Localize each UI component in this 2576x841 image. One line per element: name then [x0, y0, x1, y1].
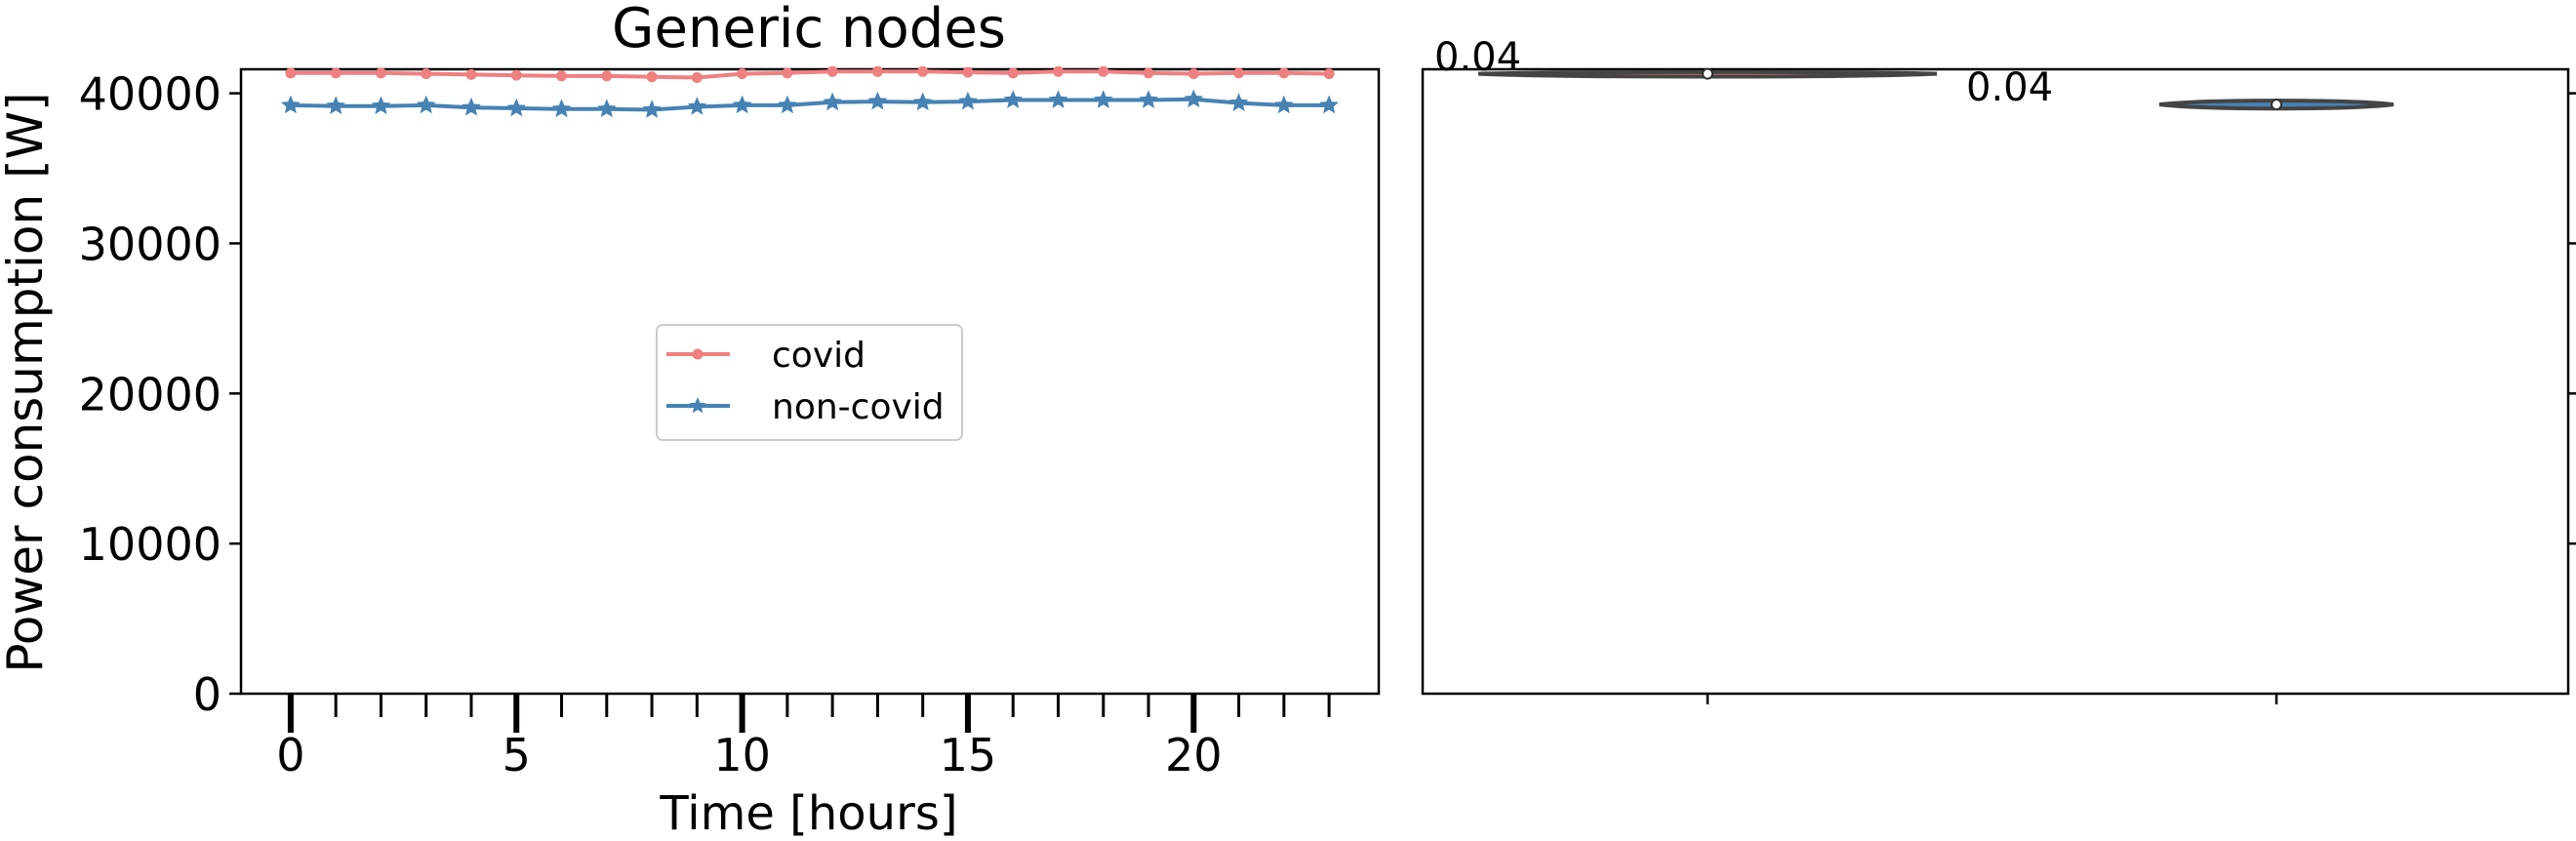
data-point-non-covid-12: [823, 92, 842, 111]
data-point-covid-10: [737, 68, 748, 80]
data-point-covid-15: [962, 66, 974, 78]
data-point-non-covid-14: [912, 92, 933, 111]
y-tick-label-4: 40000: [79, 68, 221, 121]
legend-marker-non-covid: [689, 397, 706, 414]
data-point-covid-0: [285, 67, 297, 79]
x-tick-label-2: 10: [713, 729, 771, 781]
data-point-covid-14: [917, 65, 929, 77]
data-point-non-covid-23: [1319, 95, 1339, 114]
data-point-non-covid-21: [1228, 93, 1249, 111]
data-point-non-covid-5: [506, 98, 527, 117]
data-point-covid-5: [510, 69, 522, 81]
data-point-non-covid-16: [1003, 90, 1024, 108]
data-point-non-covid-4: [462, 97, 481, 116]
data-point-non-covid-9: [687, 97, 707, 115]
y-axis-label: Power consumption [W]: [0, 92, 54, 672]
violin-annotations: 0.04 0.04: [1434, 35, 2053, 110]
data-point-covid-7: [601, 70, 613, 82]
x-tick-label-4: 20: [1165, 729, 1223, 781]
data-point-covid-2: [375, 67, 386, 79]
data-point-covid-4: [465, 68, 477, 80]
y-tick-label-3: 30000: [79, 218, 221, 270]
data-point-covid-23: [1323, 68, 1335, 80]
series-line-covid: [290, 69, 1330, 80]
data-point-non-covid-13: [867, 91, 888, 110]
data-point-covid-21: [1233, 67, 1245, 79]
data-point-non-covid-7: [596, 99, 617, 118]
data-point-covid-11: [782, 67, 793, 79]
y-tick-label-0: 0: [193, 668, 221, 721]
data-point-non-covid-22: [1274, 95, 1294, 114]
violin-bodies: [1477, 67, 2395, 111]
data-point-covid-18: [1098, 65, 1109, 77]
violin-frame: [1421, 67, 2570, 696]
data-point-covid-6: [556, 70, 568, 82]
data-point-non-covid-20: [1184, 89, 1204, 108]
x-tick-label-1: 5: [503, 729, 531, 781]
data-point-non-covid-11: [778, 95, 797, 114]
violin-annotation-0: 0.04: [1434, 35, 1521, 80]
y-tick-label-2: 20000: [79, 368, 221, 420]
data-point-non-covid-2: [371, 96, 391, 115]
data-point-non-covid-17: [1048, 90, 1068, 108]
chart-title: Generic nodes: [612, 0, 1006, 60]
data-point-covid-9: [691, 71, 703, 83]
violin-median-non-covid: [2271, 99, 2282, 111]
data-point-non-covid-18: [1093, 90, 1113, 108]
data-point-covid-12: [826, 65, 838, 77]
data-point-non-covid-3: [416, 95, 436, 114]
violin-axes: [1421, 67, 2576, 704]
data-point-covid-19: [1143, 67, 1154, 79]
line-axes: 0 10000 20000 30000 40000 0 5 10 15 20: [79, 67, 1381, 781]
data-point-non-covid-15: [958, 91, 978, 110]
legend: covid non-covid: [656, 324, 963, 441]
legend-marker-covid: [692, 348, 704, 360]
x-tick-label-0: 0: [276, 729, 304, 781]
x-axis-label: Time [hours]: [659, 786, 957, 837]
legend-label-covid: covid: [772, 336, 865, 376]
data-point-non-covid-1: [326, 96, 345, 115]
data-point-covid-17: [1052, 65, 1064, 77]
plot-frame: [239, 67, 1381, 696]
data-point-covid-3: [421, 68, 432, 80]
data-point-non-covid-0: [281, 95, 301, 114]
data-point-covid-16: [1007, 67, 1019, 79]
data-point-covid-13: [871, 65, 883, 77]
data-point-non-covid-19: [1139, 90, 1158, 108]
data-point-covid-1: [330, 67, 342, 79]
legend-box: [656, 324, 963, 441]
legend-label-non-covid: non-covid: [772, 387, 945, 427]
line-series-group: [281, 65, 1339, 118]
y-tick-label-1: 10000: [79, 518, 221, 571]
series-line-non-covid: [290, 97, 1330, 112]
data-point-covid-8: [646, 71, 658, 83]
data-point-non-covid-10: [732, 95, 752, 114]
violin-chart-panel: 0.04 0.04: [1421, 35, 2576, 704]
data-point-covid-22: [1278, 67, 1290, 79]
data-point-non-covid-8: [642, 100, 662, 118]
data-point-covid-20: [1187, 68, 1199, 80]
violin-median-covid: [1702, 67, 1713, 80]
line-chart-panel: Generic nodes Power consumption [W] Time…: [0, 0, 1381, 841]
violin-annotation-1: 0.04: [1966, 65, 2053, 110]
data-point-non-covid-6: [551, 99, 572, 118]
x-tick-label-3: 15: [940, 729, 997, 781]
